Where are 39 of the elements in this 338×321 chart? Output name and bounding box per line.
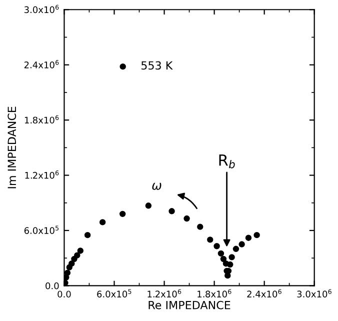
y-tick-label: 1.2x10$^{6}$ [25, 170, 59, 179]
y-tick-label: 0.0 [46, 282, 59, 290]
x-tick-label: 2.4x10$^{6}$ [247, 289, 282, 298]
x-tick-label: 6.0x10$^{5}$ [97, 289, 132, 298]
x-tick-label: 3.0x10$^{6}$ [297, 289, 332, 298]
point [227, 261, 234, 268]
point [232, 246, 240, 252]
y-tick-label: 2.4x10$^{6}$ [24, 60, 59, 68]
y-axis-title: Im IMPEDANCE [8, 106, 16, 188]
point [77, 248, 84, 254]
point [184, 215, 190, 222]
x-tick-label: 1.8x10$^{6}$ [198, 289, 232, 298]
point [64, 270, 71, 276]
x-tick-label: 1.2x10$^{6}$ [148, 289, 182, 298]
point [197, 224, 204, 230]
annotation: R$_{b}$ [219, 154, 235, 168]
point [254, 232, 260, 238]
point [71, 256, 78, 262]
point [74, 252, 80, 258]
point [84, 232, 91, 238]
point [228, 254, 235, 260]
point [145, 202, 152, 209]
point [220, 256, 227, 262]
point [238, 241, 245, 248]
point [245, 234, 252, 241]
point [99, 219, 106, 226]
annotation: ω [152, 182, 162, 190]
x-axis-title: Re IMPEDANCE [148, 300, 230, 310]
point [218, 250, 224, 257]
x-tick-label: 0.0 [58, 290, 71, 298]
point [214, 243, 220, 250]
point [168, 208, 175, 214]
point [119, 210, 126, 218]
point [207, 236, 214, 243]
y-tick-label: 3.0x10$^{6}$ [24, 4, 59, 14]
point [68, 260, 75, 267]
y-tick-label: 6.0x10$^{5}$ [24, 226, 59, 234]
y-tick-label: 1.8x10$^{6}$ [24, 115, 59, 124]
legend-label: 553 K [141, 61, 173, 70]
